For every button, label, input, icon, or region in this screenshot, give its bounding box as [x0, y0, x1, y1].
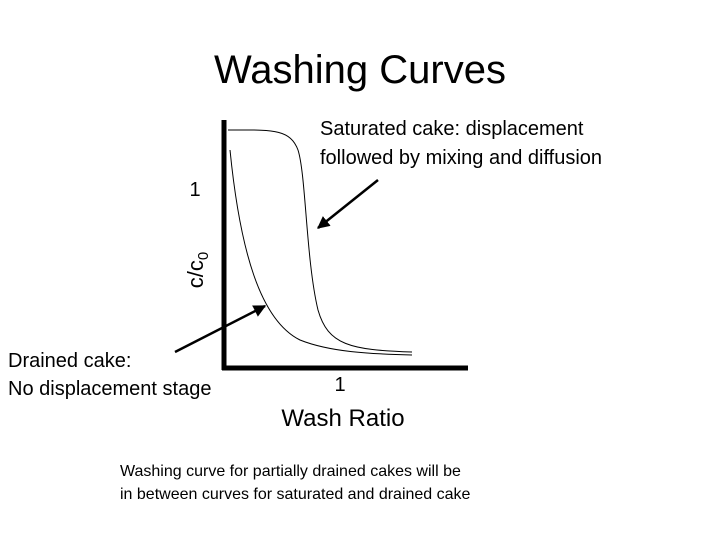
x-axis-label: Wash Ratio: [281, 405, 404, 432]
arrow: [174, 304, 267, 354]
annotation: Saturated cake: displacement: [320, 118, 584, 140]
saturated-curve: [227, 129, 413, 353]
arrow: [317, 179, 379, 229]
drained-curve: [229, 149, 413, 356]
caption: Washing curve for partially drained cake…: [120, 463, 461, 480]
annotation: No displacement stage: [8, 378, 211, 400]
y-axis-label-main: c/c: [183, 260, 208, 288]
annotation: Drained cake:: [8, 350, 131, 372]
title: Washing Curves: [214, 48, 506, 92]
annotation: followed by mixing and diffusion: [320, 147, 602, 169]
y-tick-label: 1: [189, 179, 200, 201]
caption: in between curves for saturated and drai…: [120, 486, 471, 503]
y-axis-label: c/c0: [183, 252, 212, 288]
y-axis-label-subscript: 0: [195, 252, 212, 260]
x-tick-label: 1: [334, 374, 345, 396]
